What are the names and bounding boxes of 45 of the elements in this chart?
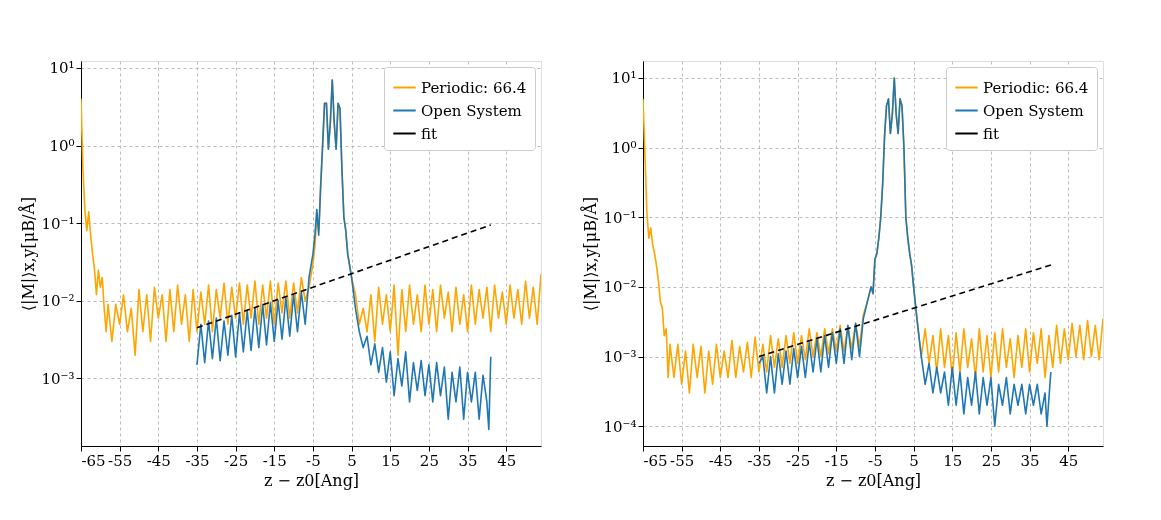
- x-tick-label: -35: [747, 451, 772, 470]
- x-axis-title: z − z0[Ang]: [263, 470, 360, 490]
- x-tick-label: 15: [381, 451, 401, 470]
- x-tick-label: -65: [81, 451, 106, 470]
- x-tick-label: 45: [497, 451, 517, 470]
- y-tick-label: 10⁻²: [41, 292, 75, 311]
- x-tick-label: 5: [347, 451, 357, 470]
- x-tick-label: 35: [1020, 451, 1040, 470]
- x-tick-label: -45: [146, 451, 171, 470]
- y-axis-title: ⟨|M|⟩x,y[μB/Å]: [18, 196, 39, 312]
- x-tick-label: -5: [868, 451, 883, 470]
- x-tick-label: -55: [670, 451, 695, 470]
- legend-label: Periodic: 66.4: [421, 78, 527, 97]
- y-axis-title: ⟨|M|⟩x,y[μB/Å]: [580, 196, 601, 312]
- y-tick-label: 10⁻¹: [603, 208, 637, 227]
- x-tick-label: -25: [224, 451, 249, 470]
- legend-label: fit: [983, 124, 1000, 143]
- legend-label: Open System: [421, 101, 522, 120]
- x-tick-label: 25: [981, 451, 1001, 470]
- y-tick-label: 10⁰: [49, 137, 75, 156]
- x-tick-label: 15: [943, 451, 963, 470]
- x-tick-label: -45: [708, 451, 733, 470]
- y-tick-label: 10⁻³: [41, 369, 75, 388]
- y-tick-label: 10⁻³: [603, 348, 637, 367]
- x-axis-title: z − z0[Ang]: [825, 470, 922, 490]
- legend-label: fit: [421, 124, 438, 143]
- legend-label: Open System: [983, 101, 1084, 120]
- x-tick-label: -55: [108, 451, 133, 470]
- y-tick-label: 10⁻¹: [41, 214, 75, 233]
- legend-label: Periodic: 66.4: [983, 78, 1089, 97]
- y-tick-label: 10⁻⁴: [603, 417, 637, 436]
- y-tick-label: 10⁰: [611, 139, 637, 158]
- x-tick-label: -25: [786, 451, 811, 470]
- x-tick-label: 35: [458, 451, 478, 470]
- y-tick-label: 10¹: [611, 69, 637, 88]
- x-tick-label: 25: [419, 451, 439, 470]
- x-tick-label: 5: [909, 451, 919, 470]
- x-tick-label: -5: [306, 451, 321, 470]
- x-tick-label: -15: [824, 451, 849, 470]
- x-tick-label: 45: [1059, 451, 1079, 470]
- y-tick-label: 10⁻²: [603, 278, 637, 297]
- x-tick-label: -15: [262, 451, 287, 470]
- y-tick-label: 10¹: [49, 59, 75, 78]
- x-tick-label: -35: [185, 451, 210, 470]
- x-tick-label: -65: [643, 451, 668, 470]
